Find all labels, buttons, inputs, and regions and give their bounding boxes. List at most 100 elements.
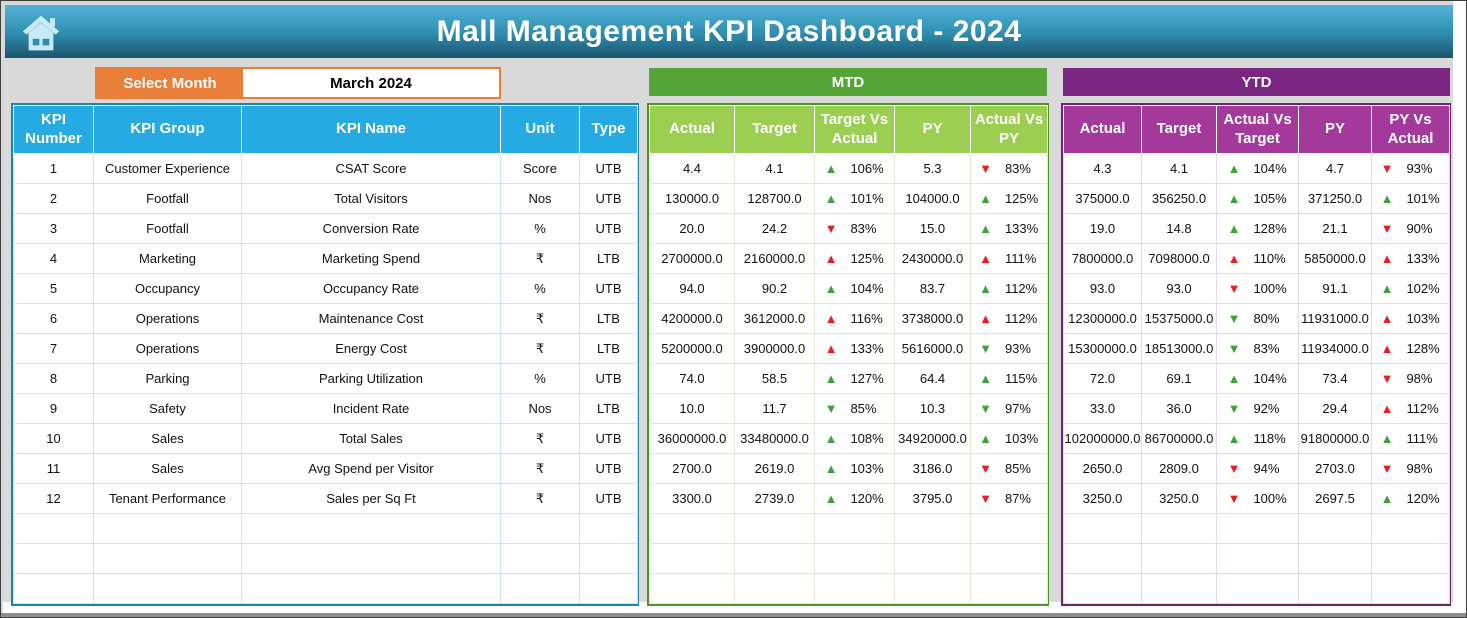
kpi-group-cell: Sales [93,423,242,454]
mtd-py-cell: 10.3 [894,393,971,424]
unit-cell: % [500,213,580,244]
trend-indicator: ▲ 115% [971,371,1047,386]
mtd-target-vs-actual-cell: ▲ 103% [814,453,895,484]
ytd-py-vs-actual-cell: ▲ 101% [1371,183,1450,214]
trend-percentage: 108% [850,431,884,446]
ytd-actual-cell: 102000000.0 [1063,423,1142,454]
table-row: 33.0 36.0 ▼ 92% 29.4 ▲ 112% [1063,393,1450,424]
table-row: 3250.0 3250.0 ▼ 100% 2697.5 ▲ 120% [1063,483,1450,514]
mtd-table: Actual Target Target Vs Actual PY Actual… [647,103,1049,606]
mtd-actual-vs-py-cell: ▼ 83% [970,153,1048,184]
trend-indicator: ▲ 133% [815,341,894,356]
empty-cell [814,573,895,604]
trend-down-icon: ▼ [979,161,992,176]
ytd-py-vs-actual-cell: ▼ 98% [1371,363,1450,394]
mtd-py-cell: 3795.0 [894,483,971,514]
trend-down-icon: ▼ [1227,461,1241,476]
kpi-name-cell: Total Visitors [241,183,501,214]
trend-percentage: 97% [1004,401,1031,416]
empty-cell [970,573,1048,604]
empty-row [13,573,638,604]
mtd-target-cell: 3612000.0 [734,303,815,334]
empty-cell [1141,543,1217,574]
trend-indicator: ▲ 127% [815,371,894,386]
mtd-target-cell: 128700.0 [734,183,815,214]
table-row: 9 Safety Incident Rate Nos LTB [13,393,638,424]
trend-percentage: 106% [850,161,884,176]
mtd-actual-cell: 4200000.0 [649,303,735,334]
trend-percentage: 104% [1253,161,1287,176]
type-cell: UTB [579,213,638,244]
month-selector-label: Select Month [97,69,243,97]
empty-row [649,513,1048,544]
unit-cell: ₹ [500,333,580,364]
trend-percentage: 83% [1253,341,1280,356]
month-selector[interactable]: Select Month March 2024 [95,67,501,99]
kpi-name-cell: Maintenance Cost [241,303,501,334]
empty-cell [1216,543,1299,574]
ytd-py-vs-actual-cell: ▼ 98% [1371,453,1450,484]
trend-indicator: ▼ 83% [971,161,1047,176]
mtd-target-cell: 2739.0 [734,483,815,514]
empty-cell [814,513,895,544]
ytd-py-vs-actual-cell: ▼ 93% [1371,153,1450,184]
month-selector-value[interactable]: March 2024 [243,69,499,97]
trend-percentage: 118% [1253,431,1286,446]
unit-cell: ₹ [500,423,580,454]
trend-indicator: ▲ 110% [1217,251,1298,266]
kpi-number-cell: 3 [13,213,94,244]
trend-indicator: ▼ 83% [1217,341,1298,356]
ytd-py-cell: 5850000.0 [1298,243,1372,274]
kpi-name-header: KPI Name [241,105,501,154]
trend-up-icon: ▲ [979,431,992,446]
mtd-target-cell: 11.7 [734,393,815,424]
type-header: Type [579,105,638,154]
empty-cell [649,513,735,544]
table-row: 2700.0 2619.0 ▲ 103% 3186.0 ▼ 85% [649,453,1048,484]
kpi-number-cell: 11 [13,453,94,484]
mtd-py-cell: 2430000.0 [894,243,971,274]
right-margin [1453,1,1466,617]
trend-indicator: ▼ 87% [971,491,1047,506]
ytd-actual-vs-target-cell: ▲ 105% [1216,183,1299,214]
kpi-group-cell: Marketing [93,243,242,274]
trend-down-icon: ▼ [979,491,992,506]
mtd-actual-cell: 36000000.0 [649,423,735,454]
unit-cell: Nos [500,393,580,424]
ytd-py-vs-actual-cell: ▲ 112% [1371,393,1450,424]
empty-cell [1141,513,1217,544]
trend-down-icon: ▼ [1227,491,1241,506]
ytd-target-cell: 69.1 [1141,363,1217,394]
trend-down-icon: ▼ [1227,341,1241,356]
trend-up-icon: ▲ [1380,431,1394,446]
empty-cell [500,573,580,604]
empty-cell [734,543,815,574]
empty-cell [1298,573,1372,604]
trend-up-icon: ▲ [824,491,838,506]
unit-cell: Nos [500,183,580,214]
mtd-actual-cell: 10.0 [649,393,735,424]
mtd-actual-vs-py-cell: ▲ 112% [970,273,1048,304]
trend-up-icon: ▲ [979,311,992,326]
table-row: 10.0 11.7 ▼ 85% 10.3 ▼ 97% [649,393,1048,424]
ytd-py-cell: 371250.0 [1298,183,1372,214]
trend-down-icon: ▼ [1380,371,1394,386]
empty-cell [1216,513,1299,544]
trend-percentage: 120% [850,491,884,506]
table-row: 5200000.0 3900000.0 ▲ 133% 5616000.0 ▼ 93% [649,333,1048,364]
kpi-group-cell: Footfall [93,213,242,244]
table-row: 7800000.0 7098000.0 ▲ 110% 5850000.0 ▲ 133% [1063,243,1450,274]
home-button[interactable] [19,12,63,54]
mtd-py-cell: 83.7 [894,273,971,304]
trend-indicator: ▲ 104% [1217,161,1298,176]
ytd-target-cell: 15375000.0 [1141,303,1217,334]
kpi-group-header: KPI Group [93,105,242,154]
table-row: 130000.0 128700.0 ▲ 101% 104000.0 ▲ 125% [649,183,1048,214]
table-row: 20.0 24.2 ▼ 83% 15.0 ▲ 133% [649,213,1048,244]
ytd-actual-vs-target-cell: ▼ 80% [1216,303,1299,334]
trend-up-icon: ▲ [1380,281,1394,296]
trend-percentage: 127% [850,371,884,386]
unit-cell: ₹ [500,243,580,274]
type-cell: LTB [579,393,638,424]
trend-up-icon: ▲ [1380,191,1394,206]
